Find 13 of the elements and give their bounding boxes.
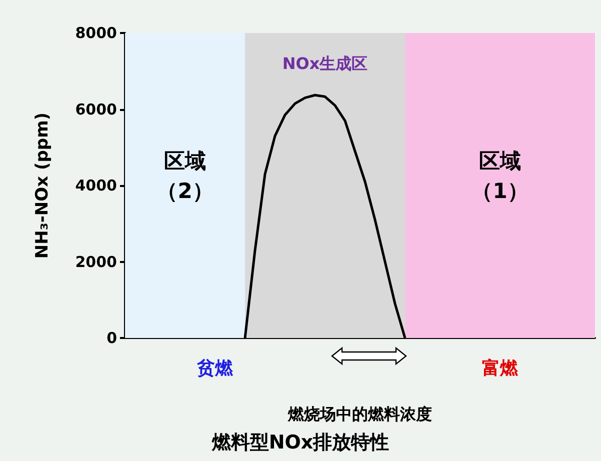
x-axis-title: 燃烧场中的燃料浓度 bbox=[287, 404, 432, 424]
y-tick-label: 2000 bbox=[75, 252, 117, 271]
y-tick-label: 6000 bbox=[75, 100, 117, 118]
text: 贫燃 bbox=[197, 357, 233, 381]
annotation: 区域（1） bbox=[472, 148, 528, 206]
text: 富燃 bbox=[482, 357, 518, 381]
y-tick-label: 0 bbox=[106, 329, 117, 347]
y-tick-label: 4000 bbox=[75, 176, 117, 194]
text: 燃料型NOx排放特性 bbox=[210, 432, 390, 454]
annotation: 区域（2） bbox=[156, 148, 214, 206]
y-tick-label: 8000 bbox=[75, 24, 117, 42]
annotation: NOx生成区 bbox=[282, 53, 368, 75]
y-axis-title: NH₃-NOx (ppm) bbox=[32, 112, 52, 259]
